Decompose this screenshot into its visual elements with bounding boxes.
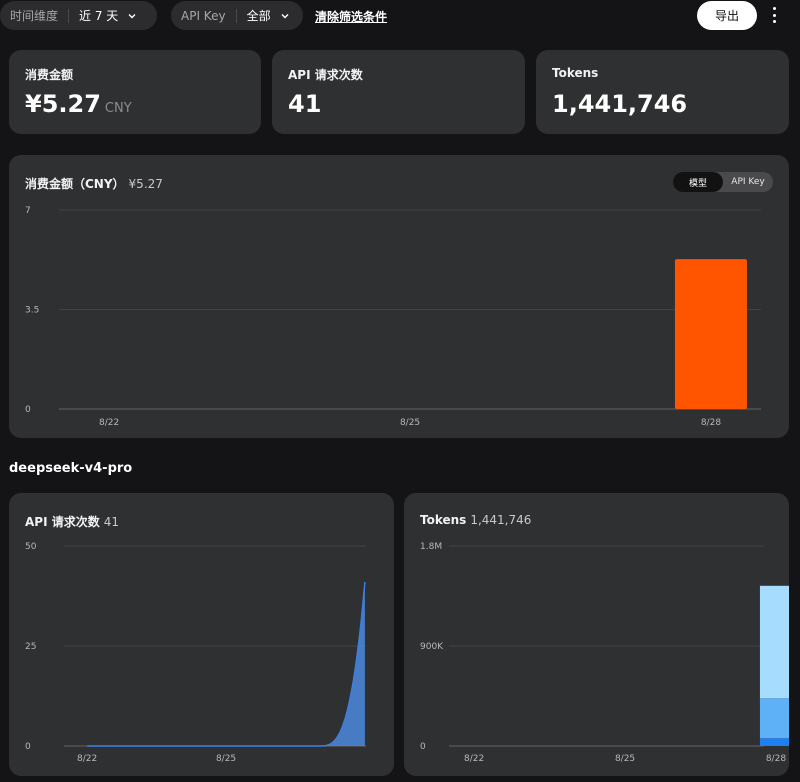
y-tick-label: 0 bbox=[25, 742, 31, 752]
y-tick-label: 25 bbox=[25, 642, 36, 652]
model-section-title: deepseek-v4-pro bbox=[9, 461, 133, 476]
chart-title: Tokens 1,441,746 bbox=[420, 513, 531, 527]
stat-label: 消费金额 bbox=[25, 68, 74, 82]
divider bbox=[68, 8, 70, 23]
time-filter-value: 近 7 天 bbox=[79, 9, 119, 23]
stat-card-requests: API 请求次数 41 bbox=[272, 50, 525, 134]
x-tick-label: 8/22 bbox=[464, 754, 484, 764]
stat-value: 1,441,746 bbox=[552, 90, 688, 118]
requests-chart-card: API 请求次数 41 0 25 50 8/22 8/25 bbox=[9, 493, 394, 776]
apikey-filter-value: 全部 bbox=[246, 9, 271, 23]
chart-title: API 请求次数 41 bbox=[25, 513, 119, 530]
toggle-option-model[interactable]: 模型 bbox=[673, 172, 723, 192]
clear-filters-link[interactable]: 清除筛选条件 bbox=[315, 10, 388, 24]
y-tick-label: 0 bbox=[25, 405, 31, 415]
dot bbox=[772, 7, 776, 10]
stat-number: ¥5.27 bbox=[25, 90, 101, 118]
toggle-option-apikey[interactable]: API Key bbox=[731, 177, 765, 187]
chart-title-text: Tokens bbox=[420, 513, 467, 527]
apikey-filter-label: API Key bbox=[181, 8, 226, 23]
bar-segment bbox=[759, 585, 789, 699]
time-filter-label: 时间维度 bbox=[10, 9, 59, 23]
group-by-toggle[interactable]: 模型 API Key bbox=[673, 172, 773, 192]
y-tick-label: 7 bbox=[25, 206, 31, 216]
time-filter[interactable]: 时间维度 近 7 天 bbox=[0, 1, 157, 30]
stat-label: Tokens bbox=[552, 66, 599, 80]
y-tick-label: 0 bbox=[420, 742, 426, 752]
x-tick-label: 8/22 bbox=[99, 418, 119, 428]
y-tick-label: 900K bbox=[420, 642, 444, 652]
more-vertical-icon[interactable] bbox=[766, 7, 782, 23]
bar-segment bbox=[759, 738, 789, 746]
divider bbox=[235, 8, 237, 23]
series-line bbox=[87, 581, 366, 747]
x-tick-label: 8/22 bbox=[77, 754, 97, 764]
chart-title: 消费金额（CNY） ¥5.27 bbox=[25, 175, 163, 192]
stat-card-cost: 消费金额 ¥5.27 CNY bbox=[9, 50, 261, 134]
apikey-filter[interactable]: API Key 全部 bbox=[171, 1, 303, 30]
chevron-down-icon bbox=[128, 13, 136, 18]
chevron-down-icon bbox=[281, 13, 289, 18]
x-tick-label: 8/25 bbox=[615, 754, 635, 764]
y-tick-label: 50 bbox=[25, 542, 37, 552]
x-tick-label: 8/25 bbox=[216, 754, 236, 764]
export-button[interactable]: 导出 bbox=[697, 1, 757, 30]
y-tick-label: 3.5 bbox=[25, 306, 39, 316]
tokens-chart: 0 900K 1.8M 8/22 8/25 8/28 bbox=[420, 542, 789, 764]
stat-card-tokens: Tokens 1,441,746 bbox=[536, 50, 789, 134]
stat-value: ¥5.27 CNY bbox=[25, 90, 132, 118]
requests-chart: 0 25 50 8/22 8/25 bbox=[25, 542, 366, 764]
x-tick-label: 8/28 bbox=[701, 418, 721, 428]
area-fill bbox=[87, 582, 365, 746]
cost-chart: 0 3.5 7 8/22 8/25 8/28 bbox=[25, 206, 761, 428]
stat-label: API 请求次数 bbox=[288, 68, 363, 82]
tokens-chart-card: Tokens 1,441,746 0 900K 1.8M 8/22 8/25 8/28 bbox=[404, 493, 789, 776]
y-tick-label: 1.8M bbox=[420, 542, 442, 552]
bar bbox=[674, 259, 747, 409]
chart-total: ¥5.27 bbox=[128, 177, 163, 191]
cost-chart-card: 消费金额（CNY） ¥5.27 模型 API Key 0 3.5 7 8/22 8/25 8… bbox=[9, 155, 789, 438]
chart-title-text: API 请求次数 bbox=[25, 515, 100, 529]
bar-segment bbox=[759, 698, 789, 739]
chart-total: 41 bbox=[103, 515, 120, 529]
x-tick-label: 8/28 bbox=[766, 754, 786, 764]
stat-value: 41 bbox=[288, 90, 322, 118]
dot bbox=[772, 13, 776, 17]
chart-title-text: 消费金额（CNY） bbox=[25, 177, 125, 191]
dot bbox=[772, 20, 776, 23]
x-tick-label: 8/25 bbox=[400, 418, 420, 428]
stat-unit: CNY bbox=[104, 101, 132, 116]
chart-total: 1,441,746 bbox=[470, 513, 532, 527]
